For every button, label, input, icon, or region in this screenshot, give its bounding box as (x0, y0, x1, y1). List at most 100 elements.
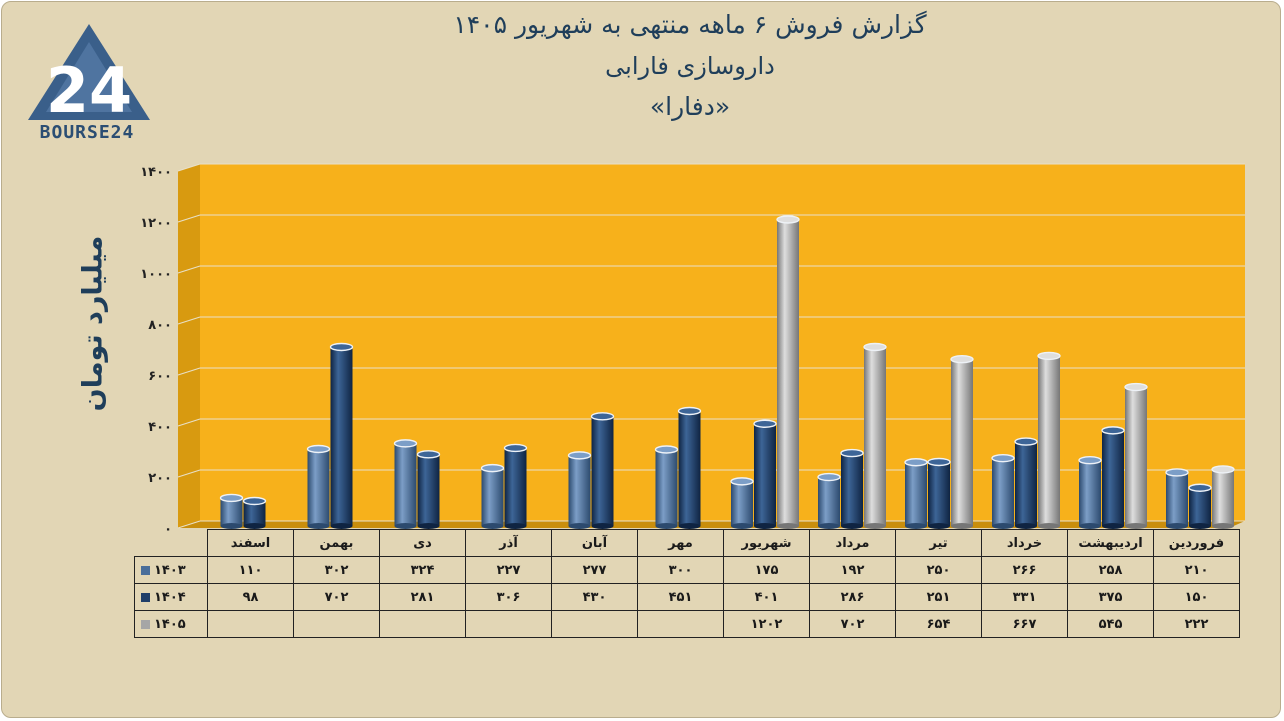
table-cell-value: ۹۸ (207, 583, 294, 611)
bar-base (777, 523, 799, 529)
bar-cap (329, 342, 354, 352)
bar-cap (1188, 483, 1212, 492)
bar-base (951, 523, 973, 529)
table-cell-value (207, 610, 294, 638)
table-cell-value: ۳۰۶ (465, 583, 552, 611)
grid-line-side (177, 316, 201, 325)
bar-cap (1211, 465, 1235, 474)
bar (1125, 387, 1147, 526)
bar-cap (950, 355, 974, 364)
bar-cap (242, 496, 267, 506)
grid-line-side (177, 469, 201, 478)
table-cell-value: ۲۸۱ (379, 583, 466, 611)
table-cell-value: ۳۲۴ (379, 556, 466, 584)
plot-side-wall (178, 164, 200, 528)
bar-cap (1101, 426, 1125, 435)
bar-cap (840, 448, 864, 458)
bar-base (591, 523, 614, 529)
plot-area (200, 164, 1245, 521)
bar-base (568, 523, 591, 529)
bourse24-logo-icon: 24 (28, 24, 150, 127)
bar-cap (1165, 468, 1189, 477)
table-month-header: آذر (465, 529, 552, 557)
bar (1212, 469, 1234, 526)
bar-cap (730, 477, 754, 486)
bar-cap (1078, 456, 1102, 465)
bar-base (1015, 523, 1037, 529)
legend-label: ۱۴۰۵ (154, 616, 186, 632)
table-cell-value (551, 610, 638, 638)
bar-base (992, 523, 1014, 529)
table-month-header: آبان (551, 529, 638, 557)
table-month-header: تیر (895, 529, 982, 557)
logo-text: BOURSE24 (39, 122, 135, 143)
table-cell-value: ۱۲۰۲ (723, 610, 810, 638)
bar-base (1038, 523, 1060, 529)
bar-base (1212, 523, 1234, 529)
bar-cap (503, 443, 528, 453)
bar-cap (219, 493, 244, 503)
chart-title: گزارش فروش ۶ ماهه منتهی به شهریور ۱۴۰۵ (453, 10, 927, 39)
bar (1079, 460, 1101, 526)
bar-cap (306, 444, 331, 454)
bar (1189, 487, 1211, 526)
table-cell-value: ۵۴۵ (1067, 610, 1154, 638)
table-cell-value: ۱۹۲ (809, 556, 896, 584)
bar-cap (416, 450, 441, 459)
bar (417, 454, 440, 526)
table-cell-value: ۳۰۰ (637, 556, 724, 584)
company-name: داروسازی فارابی (605, 52, 775, 80)
bar-cap (1014, 437, 1038, 446)
bar-base (818, 523, 840, 529)
bar-base (928, 523, 950, 529)
legend-entry: ۱۴۰۴ (134, 583, 208, 611)
bar (591, 416, 614, 526)
y-axis-label: میلیارد تومان (77, 235, 109, 412)
bar-cap (904, 458, 928, 467)
bar (220, 497, 243, 526)
table-cell-value: ۳۰۲ (293, 556, 380, 584)
bar (731, 481, 753, 526)
bar-cap (1124, 382, 1148, 392)
bar-cap (776, 215, 800, 224)
table-cell-value: ۴۰۱ (723, 583, 810, 611)
grid-line-side (177, 418, 201, 427)
legend-swatch (141, 565, 150, 575)
bar-cap (863, 342, 887, 352)
bar-cap (753, 419, 777, 428)
bar (818, 477, 840, 526)
bar-base (731, 523, 753, 529)
table-month-header: مهر (637, 529, 724, 557)
bar-base (754, 523, 776, 529)
grid-line-side (177, 520, 201, 529)
table-cell-value: ۴۳۰ (551, 583, 638, 611)
bar (394, 443, 417, 526)
table-month-header: خرداد (981, 529, 1068, 557)
bar-base (1166, 523, 1188, 529)
grid-line-side (177, 214, 201, 223)
bar (655, 449, 678, 526)
bar-cap (817, 472, 841, 482)
bar-cap (677, 406, 702, 416)
bar (1015, 441, 1037, 526)
table-cell-value: ۲۵۱ (895, 583, 982, 611)
legend-label: ۱۴۰۴ (154, 589, 186, 605)
table-cell-value: ۷۰۲ (293, 583, 380, 611)
table-cell-value: ۲۱۰ (1153, 556, 1240, 584)
bar-cap (567, 451, 592, 460)
legend-entry: ۱۴۰۳ (134, 556, 208, 584)
table-cell-value: ۲۵۰ (895, 556, 982, 584)
bar-base (864, 523, 886, 529)
bar-base (417, 523, 440, 529)
bar-cap (393, 439, 418, 448)
y-tick-label: ۱۴۰۰ (140, 165, 172, 180)
table-cell-value: ۲۸۶ (809, 583, 896, 611)
bar-base (655, 523, 678, 529)
table-cell-value: ۶۶۷ (981, 610, 1068, 638)
table-row: ۱۴۰۴ ۹۸ ۷۰۲ ۲۸۱ ۳۰۶ ۴۳۰ ۴۵۱ ۴۰۱ ۲۸۶ ۲۵۱ ۳۳۱ ۳۷۵ ۱۵۰ (134, 583, 1240, 611)
table-cell-value: ۷۰۲ (809, 610, 896, 638)
table-cell-value (637, 610, 724, 638)
bar (481, 468, 504, 526)
bar (951, 359, 973, 526)
